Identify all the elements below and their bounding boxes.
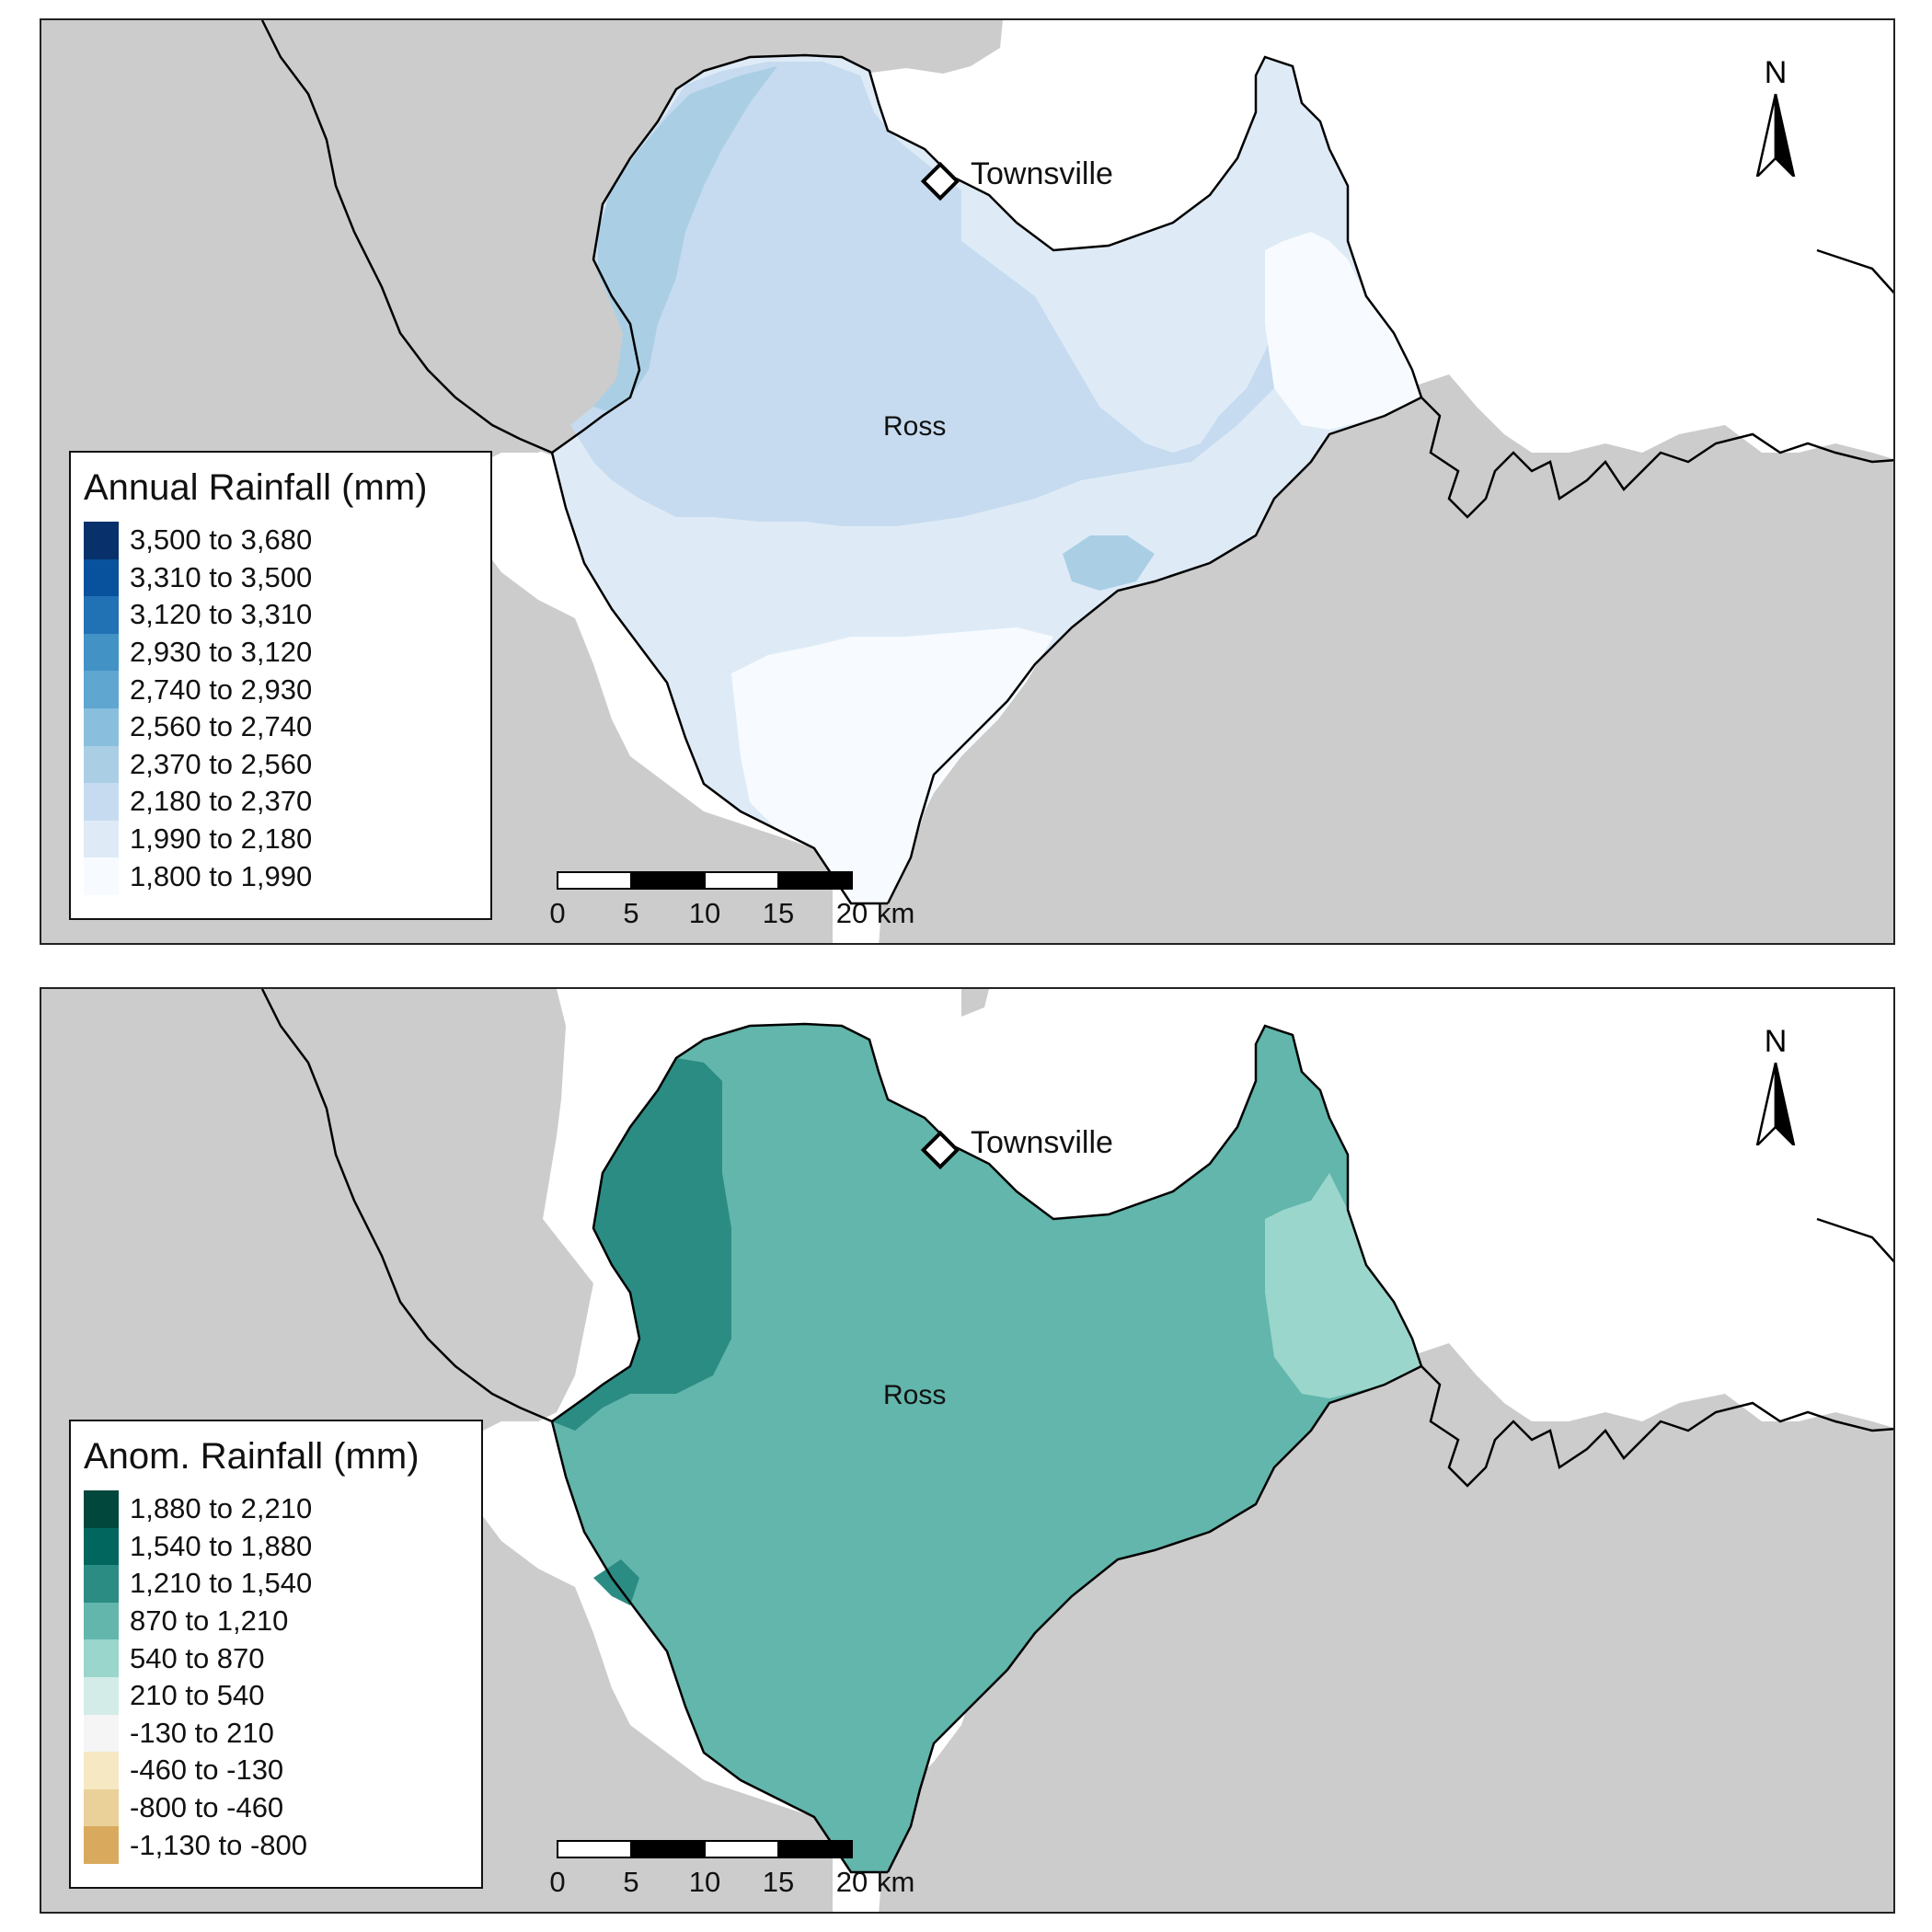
legend-label: 1,210 to 1,540 xyxy=(130,1567,313,1600)
legend-swatch xyxy=(84,1676,119,1715)
legend-swatch xyxy=(84,857,119,895)
scale-bar: 0 5 10 15 20 km xyxy=(549,871,943,943)
legend-label: 2,180 to 2,370 xyxy=(130,785,313,818)
legend-item: 870 to 1,210 xyxy=(84,1602,468,1640)
island-top xyxy=(961,20,989,48)
legend-swatch xyxy=(84,1490,119,1528)
scale-tick: 20 xyxy=(835,897,868,929)
map-legend: Anom. Rainfall (mm) 1,880 to 2,210 1,540 … xyxy=(69,1420,483,1889)
land-area-east xyxy=(879,1343,1893,1912)
legend-item: 2,560 to 2,740 xyxy=(84,707,477,746)
legend-swatch xyxy=(84,596,119,634)
city-label: Townsville xyxy=(971,156,1113,191)
north-arrow-label: N xyxy=(1764,55,1788,90)
scale-tick: 20 xyxy=(835,1866,868,1898)
legend-item: -130 to 210 xyxy=(84,1714,468,1753)
legend-label: 210 to 540 xyxy=(130,1679,265,1712)
legend-swatch xyxy=(84,1826,119,1864)
legend-label: 3,120 to 3,310 xyxy=(130,598,313,631)
map-legend: Annual Rainfall (mm) 3,500 to 3,680 3,310… xyxy=(69,451,492,920)
island-top xyxy=(961,989,989,1017)
legend-swatch xyxy=(84,1527,119,1566)
legend-item: 3,500 to 3,680 xyxy=(84,522,477,559)
legend-item: 1,880 to 2,210 xyxy=(84,1490,468,1528)
legend-label: -130 to 210 xyxy=(130,1716,274,1749)
legend-item: 3,310 to 3,500 xyxy=(84,558,477,597)
legend-item: 1,990 to 2,180 xyxy=(84,820,477,858)
scale-tick: 15 xyxy=(762,1866,795,1898)
legend-label: 1,540 to 1,880 xyxy=(130,1529,313,1562)
legend-swatch xyxy=(84,1788,119,1827)
legend-label: -1,130 to -800 xyxy=(130,1828,308,1861)
north-arrow: N xyxy=(1748,1024,1803,1153)
legend-item: 1,800 to 1,990 xyxy=(84,857,477,895)
legend-label: 2,740 to 2,930 xyxy=(130,673,313,706)
legend-label: 1,990 to 2,180 xyxy=(130,822,313,856)
rainfall-raster xyxy=(552,55,1421,903)
legend-swatch xyxy=(84,1565,119,1603)
legend-title: Annual Rainfall (mm) xyxy=(84,467,428,508)
legend-swatch xyxy=(84,820,119,858)
legend-item: -460 to -130 xyxy=(84,1752,468,1789)
legend-swatch xyxy=(84,1714,119,1753)
city-label: Townsville xyxy=(971,1125,1113,1160)
legend-label: 3,310 to 3,500 xyxy=(130,560,313,593)
legend-swatch xyxy=(84,671,119,708)
legend-item: 3,120 to 3,310 xyxy=(84,596,477,634)
legend-item: 210 to 540 xyxy=(84,1676,468,1715)
legend-swatch xyxy=(84,1639,119,1677)
legend-label: 1,800 to 1,990 xyxy=(130,859,313,892)
scale-tick: 0 xyxy=(549,1866,566,1898)
legend-label: 540 to 870 xyxy=(130,1641,265,1674)
scale-tick: 10 xyxy=(688,897,721,929)
annual-rainfall-map: Townsville Ross N 0 5 10 15 20 km Annual… xyxy=(40,18,1895,945)
scale-tick: 5 xyxy=(623,897,639,929)
legend-swatch xyxy=(84,522,119,559)
legend-title: Anom. Rainfall (mm) xyxy=(84,1436,420,1477)
legend-label: 3,500 to 3,680 xyxy=(130,523,313,557)
region-label: Ross xyxy=(883,1380,947,1410)
scale-bar: 0 5 10 15 20 km xyxy=(549,1840,943,1912)
legend-swatch xyxy=(84,1752,119,1789)
legend-label: 2,560 to 2,740 xyxy=(130,710,313,743)
legend-label: 2,370 to 2,560 xyxy=(130,747,313,780)
north-arrow-icon xyxy=(1755,94,1796,177)
legend-label: 870 to 1,210 xyxy=(130,1604,289,1638)
legend-item: 2,930 to 3,120 xyxy=(84,633,477,672)
legend-item: 1,540 to 1,880 xyxy=(84,1527,468,1566)
legend-swatch xyxy=(84,745,119,784)
land-area-east xyxy=(879,374,1893,943)
anomaly-rainfall-map: Townsville Ross N 0 5 10 15 20 km Anom. … xyxy=(40,987,1895,1914)
legend-item: 1,210 to 1,540 xyxy=(84,1565,468,1603)
legend-classes: 3,500 to 3,680 3,310 to 3,500 3,120 to 3,3… xyxy=(84,522,477,895)
legend-item: 2,370 to 2,560 xyxy=(84,745,477,784)
scale-tick: 0 xyxy=(549,897,566,929)
legend-item: 540 to 870 xyxy=(84,1639,468,1677)
scale-tick: 15 xyxy=(762,897,795,929)
north-arrow-icon xyxy=(1755,1063,1796,1145)
legend-label: 1,880 to 2,210 xyxy=(130,1492,313,1525)
legend-swatch xyxy=(84,783,119,821)
legend-label: -460 to -130 xyxy=(130,1754,284,1787)
north-arrow: N xyxy=(1748,55,1803,184)
legend-label: -800 to -460 xyxy=(130,1791,284,1824)
legend-label: 2,930 to 3,120 xyxy=(130,636,313,669)
scale-unit: km xyxy=(877,897,915,929)
legend-item: 2,180 to 2,370 xyxy=(84,783,477,821)
legend-swatch xyxy=(84,1602,119,1640)
scale-unit: km xyxy=(877,1866,915,1898)
region-label: Ross xyxy=(883,411,947,442)
legend-swatch xyxy=(84,558,119,597)
scale-tick: 10 xyxy=(688,1866,721,1898)
legend-swatch xyxy=(84,633,119,672)
legend-item: 2,740 to 2,930 xyxy=(84,671,477,708)
legend-item: -1,130 to -800 xyxy=(84,1826,468,1864)
legend-item: -800 to -460 xyxy=(84,1788,468,1827)
north-arrow-label: N xyxy=(1764,1024,1788,1059)
scale-tick: 5 xyxy=(623,1866,639,1898)
legend-swatch xyxy=(84,707,119,746)
legend-classes: 1,880 to 2,210 1,540 to 1,880 1,210 to 1,5… xyxy=(84,1490,468,1864)
